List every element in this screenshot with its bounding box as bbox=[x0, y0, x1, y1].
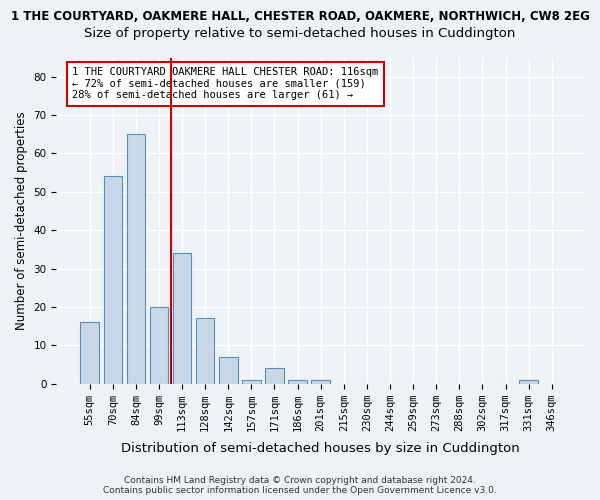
Y-axis label: Number of semi-detached properties: Number of semi-detached properties bbox=[15, 112, 28, 330]
Bar bbox=[80, 322, 99, 384]
Bar bbox=[520, 380, 538, 384]
Text: Contains HM Land Registry data © Crown copyright and database right 2024.
Contai: Contains HM Land Registry data © Crown c… bbox=[103, 476, 497, 495]
Text: 1 THE COURTYARD, OAKMERE HALL, CHESTER ROAD, OAKMERE, NORTHWICH, CW8 2EG: 1 THE COURTYARD, OAKMERE HALL, CHESTER R… bbox=[11, 10, 589, 23]
Bar bbox=[150, 307, 168, 384]
X-axis label: Distribution of semi-detached houses by size in Cuddington: Distribution of semi-detached houses by … bbox=[121, 442, 520, 455]
Bar bbox=[242, 380, 260, 384]
Bar bbox=[311, 380, 330, 384]
Bar bbox=[289, 380, 307, 384]
Bar bbox=[127, 134, 145, 384]
Bar bbox=[173, 253, 191, 384]
Bar bbox=[104, 176, 122, 384]
Bar bbox=[219, 357, 238, 384]
Text: Size of property relative to semi-detached houses in Cuddington: Size of property relative to semi-detach… bbox=[85, 28, 515, 40]
Bar bbox=[265, 368, 284, 384]
Text: 1 THE COURTYARD OAKMERE HALL CHESTER ROAD: 116sqm
← 72% of semi-detached houses : 1 THE COURTYARD OAKMERE HALL CHESTER ROA… bbox=[72, 68, 379, 100]
Bar bbox=[196, 318, 214, 384]
